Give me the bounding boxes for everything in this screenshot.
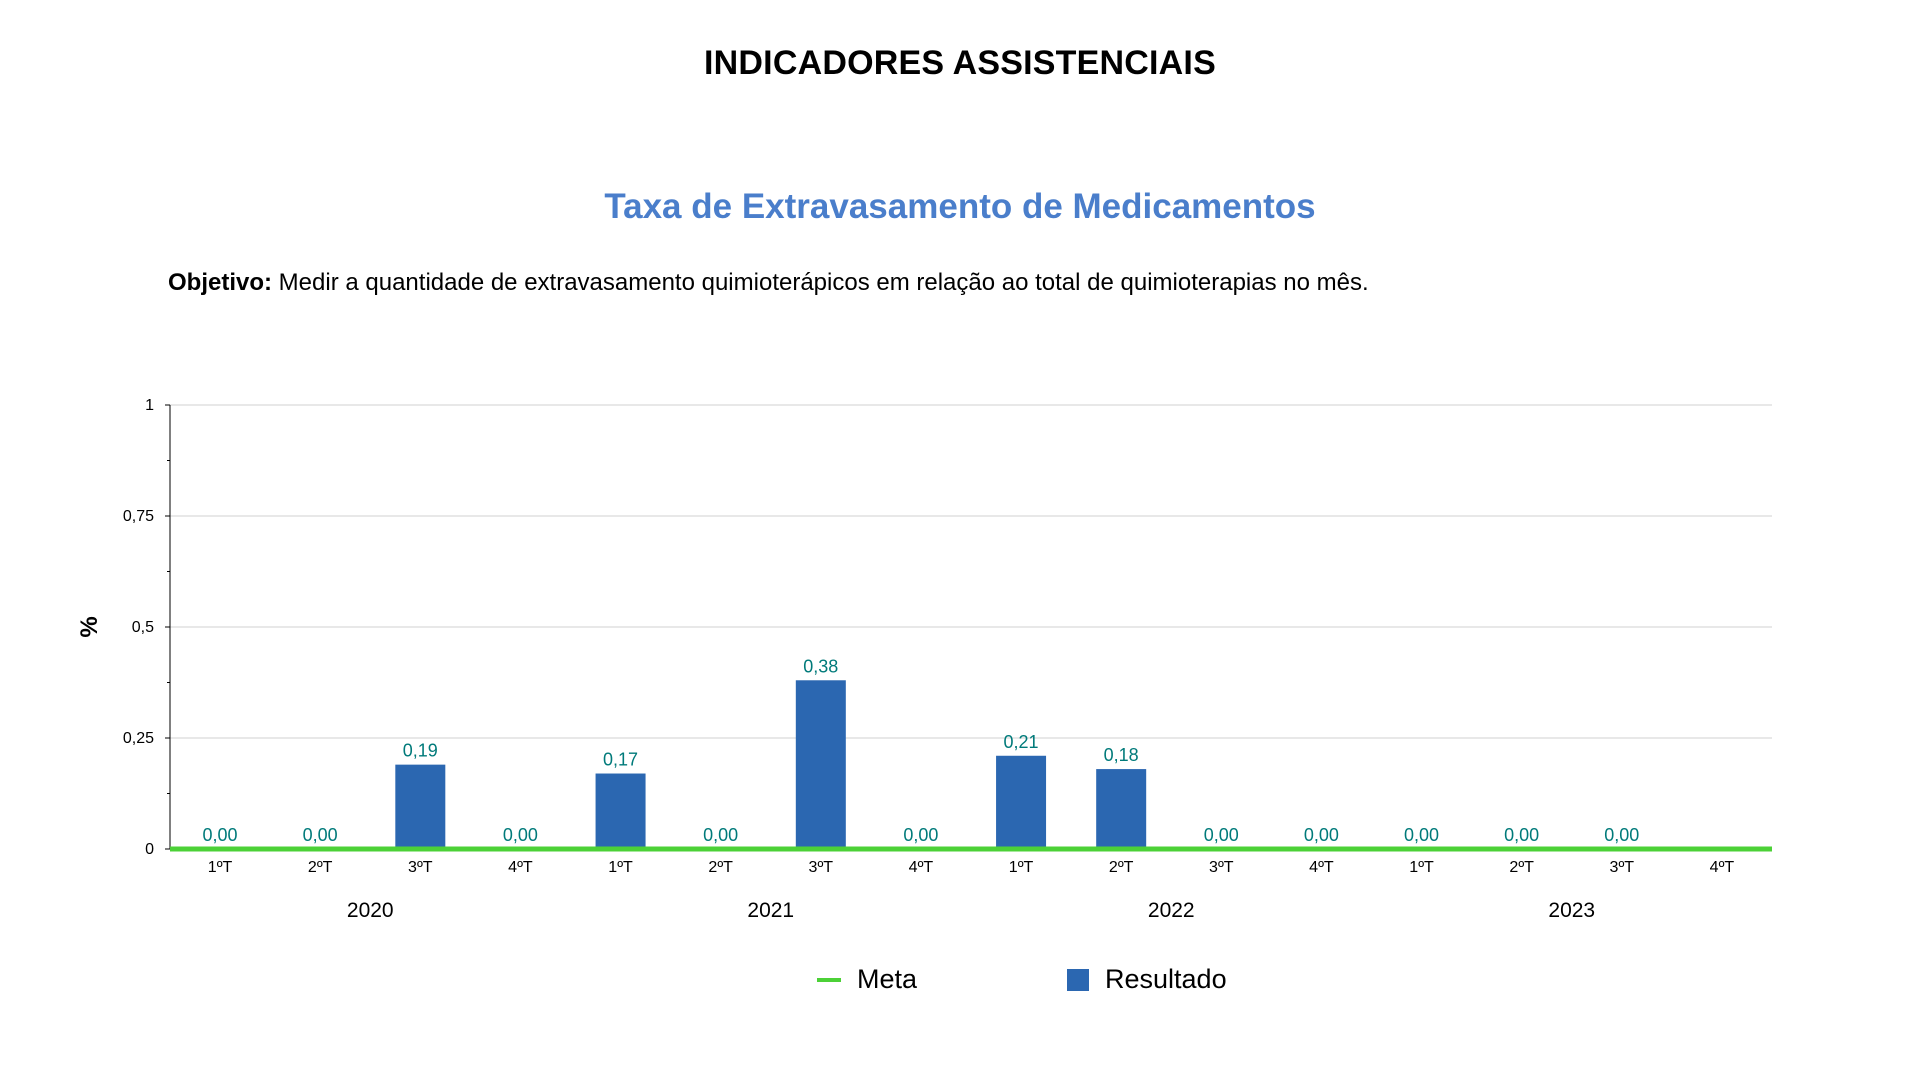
y-tick-label: 0,5: [132, 619, 154, 636]
page-title: INDICADORES ASSISTENCIAIS: [704, 44, 1216, 82]
x-category-label: 3ºT: [1209, 859, 1234, 876]
data-label: 0,18: [1104, 745, 1139, 765]
data-label: 0,38: [803, 656, 838, 676]
data-label: 0,00: [203, 825, 238, 845]
x-category-label: 3ºT: [1610, 859, 1635, 876]
objective-text: Objetivo: Medir a quantidade de extravas…: [168, 269, 1369, 297]
data-label: 0,17: [603, 750, 638, 770]
data-label: 0,00: [303, 825, 338, 845]
bar: [996, 755, 1047, 849]
x-category-label: 3ºT: [809, 859, 834, 876]
x-category-label: 4ºT: [1309, 859, 1334, 876]
legend-item-meta: Meta: [817, 964, 917, 995]
y-tick-label: 0,25: [123, 730, 154, 747]
x-category-label: 2ºT: [1109, 859, 1134, 876]
x-category-label: 2ºT: [308, 859, 333, 876]
y-tick-label: 1: [145, 397, 154, 414]
x-group-label: 2021: [747, 899, 794, 922]
legend-meta-swatch: [817, 977, 841, 982]
bar-chart: 0 0,25 0,5 0,75 1% 0,00 0,00 0,19 0,00 0,17 0,00 0,…: [76, 397, 1772, 922]
data-label: 0,21: [1004, 732, 1039, 752]
data-label: 0,00: [1504, 825, 1539, 845]
legend-meta-label: Meta: [857, 964, 918, 994]
bar: [795, 680, 846, 849]
x-group-label: 2022: [1148, 899, 1195, 922]
objective-label: Objetivo:: [168, 269, 273, 296]
y-tick-label: 0,75: [123, 508, 154, 525]
data-label: 0,00: [1304, 825, 1339, 845]
chart-legend: Meta Resultado: [0, 964, 1920, 1004]
x-group-label: 2020: [347, 899, 394, 922]
bar: [1096, 769, 1147, 849]
y-axis-label: %: [76, 616, 103, 637]
chart-title: Taxa de Extravasamento de Medicamentos: [604, 187, 1316, 226]
x-category-label: 1ºT: [1409, 859, 1434, 876]
y-tick-label: 0: [145, 841, 154, 858]
data-label: 0,00: [703, 825, 738, 845]
legend-item-resultado: Resultado: [1067, 964, 1227, 995]
x-category-label: 2ºT: [1509, 859, 1534, 876]
x-group-label: 2023: [1548, 899, 1595, 922]
data-label: 0,19: [403, 741, 438, 761]
x-category-label: 2ºT: [708, 859, 733, 876]
legend-resultado-swatch: [1067, 968, 1089, 991]
x-category-label: 1ºT: [608, 859, 633, 876]
x-category-label: 4ºT: [508, 859, 533, 876]
x-category-label: 4ºT: [1710, 859, 1735, 876]
data-label: 0,00: [903, 825, 938, 845]
data-label: 0,00: [1404, 825, 1439, 845]
objective-description: Medir a quantidade de extravasamento qui…: [272, 269, 1369, 296]
data-label: 0,00: [1604, 825, 1639, 845]
data-label: 0,00: [503, 825, 538, 845]
data-label: 0,00: [1204, 825, 1239, 845]
x-category-label: 3ºT: [408, 859, 433, 876]
bar: [395, 764, 446, 849]
x-category-label: 4ºT: [909, 859, 934, 876]
x-category-label: 1ºT: [1009, 859, 1034, 876]
legend-resultado-label: Resultado: [1105, 964, 1227, 994]
x-category-label: 1ºT: [208, 859, 233, 876]
bar: [595, 773, 646, 849]
